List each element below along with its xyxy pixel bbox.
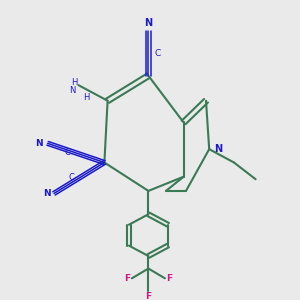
Text: H: H <box>83 93 89 102</box>
Text: N: N <box>144 18 152 28</box>
Text: N: N <box>214 144 222 154</box>
Text: N: N <box>44 189 51 198</box>
Text: C: C <box>69 173 75 182</box>
Text: C: C <box>64 148 70 158</box>
Text: C: C <box>154 49 161 58</box>
Text: F: F <box>145 292 152 300</box>
Text: N: N <box>69 86 76 95</box>
Text: F: F <box>124 274 130 283</box>
Text: H: H <box>71 78 77 87</box>
Text: N: N <box>35 139 43 148</box>
Text: F: F <box>166 274 172 283</box>
